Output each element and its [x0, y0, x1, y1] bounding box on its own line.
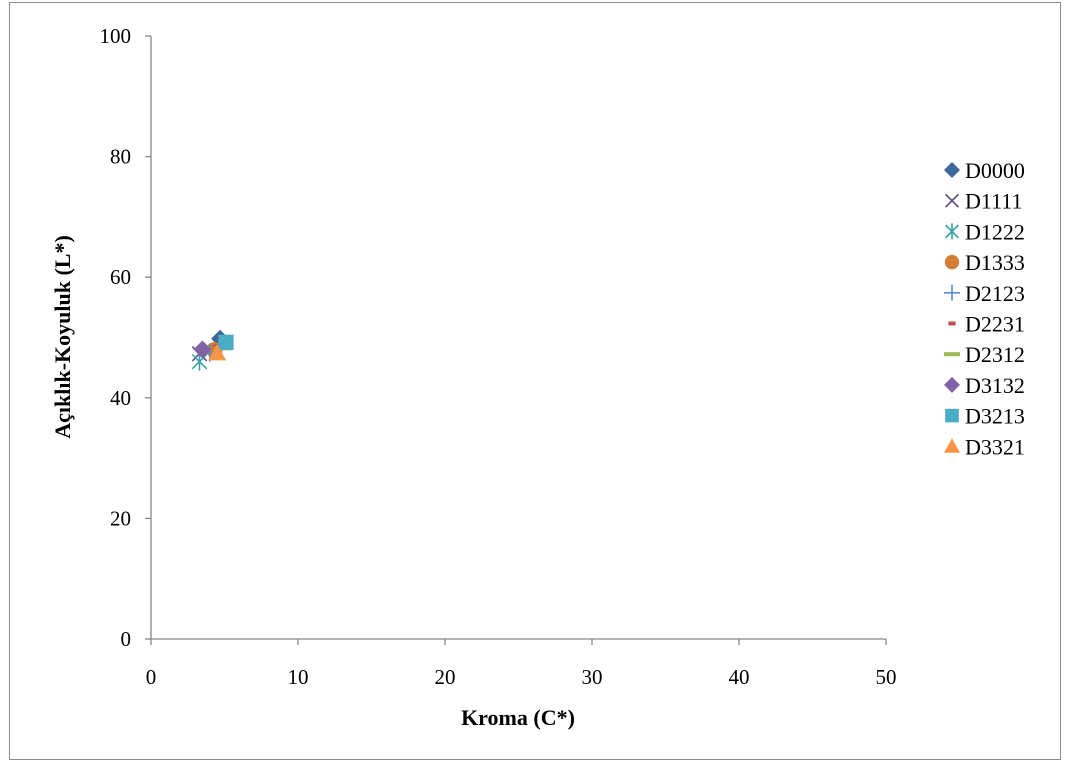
legend-label: D3132: [965, 373, 1025, 398]
legend-label: D2231: [965, 312, 1025, 337]
legend-item-d3213: D3213: [945, 404, 1025, 429]
x-tick-label: 30: [582, 665, 603, 689]
legend-label: D1111: [965, 189, 1022, 214]
legend-marker-d3321: [944, 438, 960, 453]
legend-label: D0000: [965, 158, 1025, 183]
legend-item-d1333: D1333: [944, 250, 1025, 275]
x-tick-label: 50: [876, 665, 897, 689]
legend-label: D2312: [965, 342, 1025, 367]
y-axis-title: Açıklık-Koyuluk (L*): [50, 235, 75, 439]
legend-item-d3132: D3132: [944, 373, 1025, 398]
x-tick-label: 20: [435, 665, 456, 689]
legend-item-d2123: D2123: [944, 281, 1025, 306]
legend-label: D3213: [965, 404, 1025, 429]
legend-marker-d2231: [948, 321, 956, 326]
legend-marker-d0000: [944, 162, 960, 178]
legend-item-d2312: D2312: [944, 342, 1025, 367]
data-point-d3132: [193, 340, 212, 359]
y-tick-label: 40: [110, 386, 131, 410]
data-point-d3321: [208, 344, 227, 361]
y-tick-label: 60: [110, 265, 131, 289]
data-point-d3213: [218, 334, 234, 350]
chart-frame: [9, 2, 1061, 760]
legend-item-d0000: D0000: [944, 158, 1025, 183]
legend-label: D1222: [965, 219, 1025, 244]
legend-label: D3321: [965, 434, 1025, 459]
legend-label: D1333: [965, 250, 1025, 275]
x-tick-label: 40: [729, 665, 750, 689]
legend-marker-d2312: [944, 352, 960, 357]
x-axis-title: Kroma (C*): [461, 705, 575, 730]
legend-label: D2123: [965, 281, 1025, 306]
legend-marker-d2123: [944, 284, 960, 301]
legend-marker-d3213: [945, 408, 959, 423]
legend-item-d3321: D3321: [944, 434, 1025, 459]
legend-item-d1222: D1222: [945, 219, 1025, 244]
x-tick-label: 10: [288, 665, 309, 689]
legend-marker-d1111: [945, 193, 959, 208]
y-tick-label: 80: [110, 145, 131, 169]
legend-marker-d1333: [944, 254, 960, 270]
legend-marker-d1222: [945, 223, 959, 240]
legend-item-d2231: D2231: [948, 312, 1025, 337]
legend-item-d1111: D1111: [945, 189, 1022, 214]
y-tick-label: 0: [121, 627, 132, 651]
y-tick-label: 20: [110, 506, 131, 530]
x-tick-label: 0: [146, 665, 157, 689]
legend-marker-d3132: [944, 376, 960, 393]
y-tick-label: 100: [100, 24, 132, 48]
